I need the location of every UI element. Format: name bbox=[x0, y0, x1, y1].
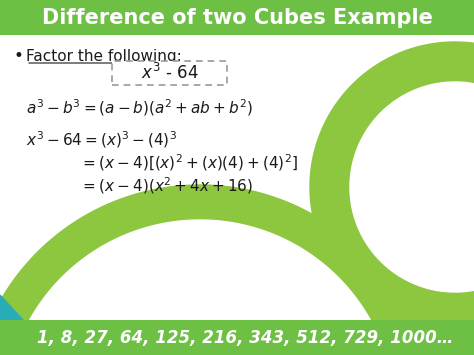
FancyBboxPatch shape bbox=[112, 61, 227, 85]
Text: $= (x - 4)(x^2 +4x + 16)$: $= (x - 4)(x^2 +4x + 16)$ bbox=[80, 176, 253, 196]
Text: $= (x - 4)[(x)^2 + (x)(4) + (4)^2]$: $= (x - 4)[(x)^2 + (x)(4) + (4)^2]$ bbox=[80, 153, 298, 173]
Text: $a^3 - b^3 = (a - b)(a^2 + ab + b^2)$: $a^3 - b^3 = (a - b)(a^2 + ab + b^2)$ bbox=[26, 98, 253, 118]
Polygon shape bbox=[0, 295, 55, 355]
Polygon shape bbox=[5, 220, 395, 355]
Polygon shape bbox=[0, 185, 430, 355]
Text: $x^3 - 64 = (x)^3 - (4)^3$: $x^3 - 64 = (x)^3 - (4)^3$ bbox=[26, 130, 177, 151]
Bar bbox=[0, 320, 474, 355]
Text: $x^3$ - 64: $x^3$ - 64 bbox=[141, 63, 198, 83]
Text: •: • bbox=[14, 47, 24, 65]
Polygon shape bbox=[350, 82, 474, 292]
Text: Factor the following:: Factor the following: bbox=[26, 49, 182, 64]
Bar bbox=[0, 0, 474, 35]
Polygon shape bbox=[310, 42, 474, 332]
Text: Difference of two Cubes Example: Difference of two Cubes Example bbox=[42, 8, 432, 28]
Text: 1, 8, 27, 64, 125, 216, 343, 512, 729, 1000…: 1, 8, 27, 64, 125, 216, 343, 512, 729, 1… bbox=[37, 329, 453, 347]
